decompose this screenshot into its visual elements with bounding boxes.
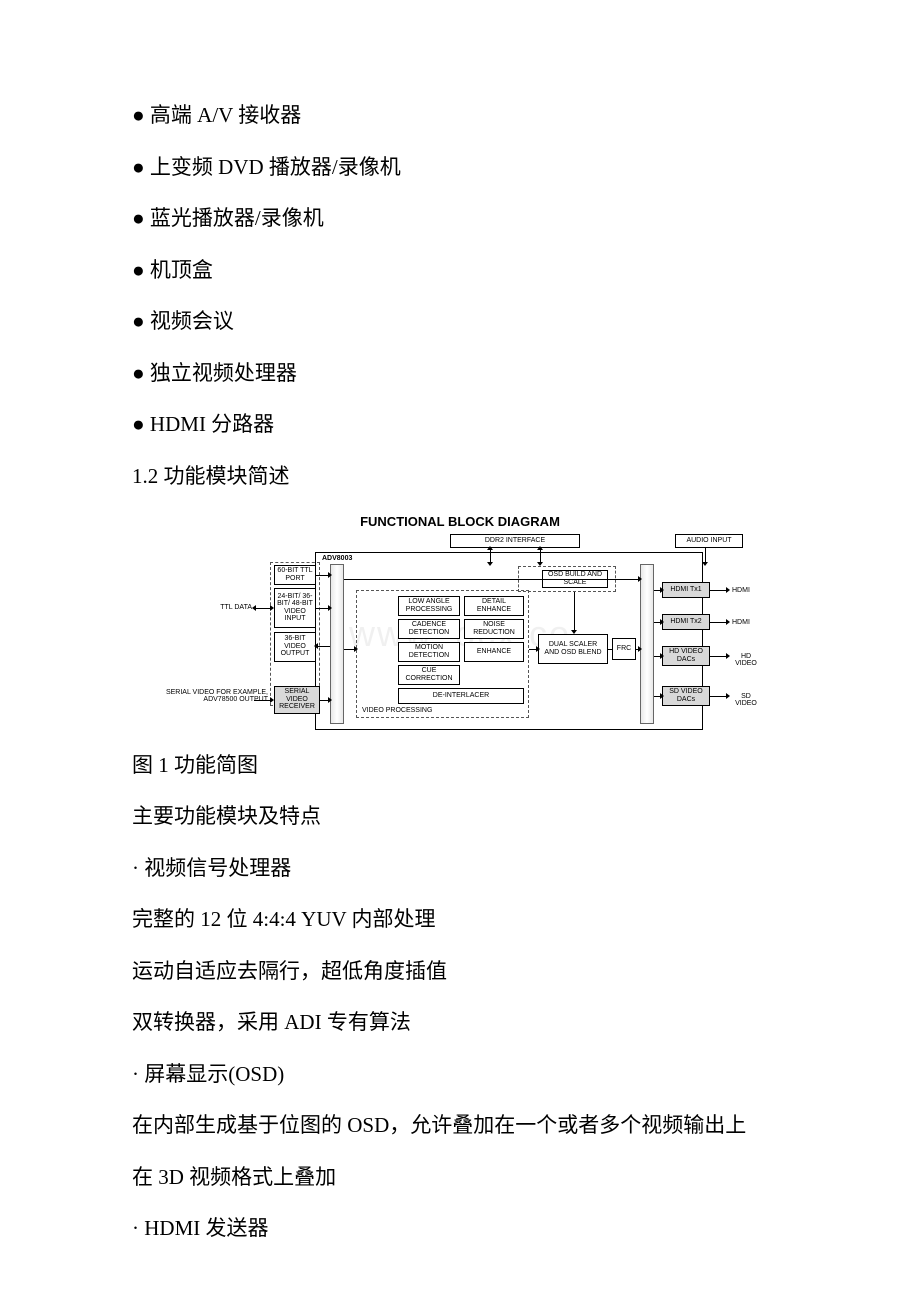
section-heading: 1.2 功能模块简述 [90, 461, 830, 493]
dual-scaler-box: DUAL SCALER AND OSD BLEND [538, 634, 608, 664]
noise-reduction-box: NOISE REDUCTION [464, 619, 524, 639]
bus-bar-right [640, 564, 654, 724]
bullet-item: ● 上变频 DVD 播放器/录像机 [90, 152, 830, 184]
audio-input-box: AUDIO INPUT [675, 534, 743, 548]
bullet-item: ● 蓝光播放器/录像机 [90, 203, 830, 235]
deinterlacer-box: DE-INTERLACER [398, 688, 524, 704]
body-text: 运动自适应去隔行，超低角度插值 [90, 956, 830, 988]
cadence-box: CADENCE DETECTION [398, 619, 460, 639]
bullet-item: ● HDMI 分路器 [90, 409, 830, 441]
body-text: 在 3D 视频格式上叠加 [90, 1162, 830, 1194]
body-text: · 视频信号处理器 [90, 853, 830, 885]
hd-video-dac-box: HD VIDEO DACs [662, 646, 710, 666]
body-text: · 屏幕显示(OSD) [90, 1059, 830, 1091]
serial-video-label: SERIAL VIDEO FOR EXAMPLE, ADV78500 OUTPU… [160, 689, 268, 704]
low-angle-box: LOW ANGLE PROCESSING [398, 596, 460, 616]
serial-video-receiver-box: SERIAL VIDEO RECEIVER [274, 686, 320, 714]
diagram-title: FUNCTIONAL BLOCK DIAGRAM [160, 512, 760, 532]
video-output-box: 36-BIT VIDEO OUTPUT [274, 632, 316, 662]
body-text: · HDMI 发送器 [90, 1213, 830, 1245]
ddr2-interface-box: DDR2 INTERFACE [450, 534, 580, 548]
body-text: 主要功能模块及特点 [90, 801, 830, 833]
ttl-port-box: 60-BIT TTL PORT [274, 565, 316, 585]
hdmi-tx1-box: HDMI Tx1 [662, 582, 710, 598]
video-input-box: 24-BIT/ 36-BIT/ 48-BIT VIDEO INPUT [274, 588, 316, 628]
cue-box: CUE CORRECTION [398, 665, 460, 685]
hd-video-out-label: HD VIDEO [732, 653, 760, 668]
bullet-item: ● 机顶盒 [90, 255, 830, 287]
ttl-data-label: TTL DATA [202, 604, 252, 611]
bus-bar-left [330, 564, 344, 724]
body-text-wrapped: 在内部生成基于位图的 OSD，允许叠加在一个或者多个视频输出上 [90, 1110, 830, 1142]
functional-block-diagram: FUNCTIONAL BLOCK DIAGRAM www. ocx.co DDR… [160, 512, 760, 734]
bullet-item: ● 高端 A/V 接收器 [90, 100, 830, 132]
motion-box: MOTION DETECTION [398, 642, 460, 662]
body-text: 完整的 12 位 4:4:4 YUV 内部处理 [90, 904, 830, 936]
figure-caption: 图 1 功能简图 [90, 750, 830, 782]
sd-video-dac-box: SD VIDEO DACs [662, 686, 710, 706]
body-text: 双转换器，采用 ADI 专有算法 [90, 1007, 830, 1039]
enhance-box: ENHANCE [464, 642, 524, 662]
hdmi-tx2-box: HDMI Tx2 [662, 614, 710, 630]
sd-video-out-label: SD VIDEO [732, 693, 760, 708]
hdmi-out-label-2: HDMI [732, 619, 750, 626]
bullet-item: ● 视频会议 [90, 306, 830, 338]
diagram-canvas: www. ocx.co DDR2 INTERFACE AUDIO INPUT A… [160, 534, 760, 734]
frc-box: FRC [612, 638, 636, 660]
bullet-item: ● 独立视频处理器 [90, 358, 830, 390]
detail-enhance-box: DETAIL ENHANCE [464, 596, 524, 616]
video-processing-label: VIDEO PROCESSING [362, 707, 462, 714]
hdmi-out-label-1: HDMI [732, 587, 750, 594]
